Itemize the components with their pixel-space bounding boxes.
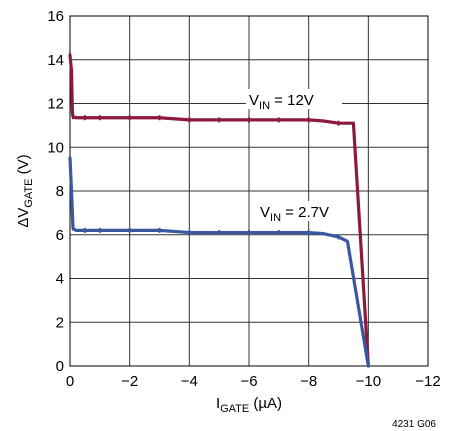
x-tick-label: −2 (121, 373, 138, 390)
series-label-vin-12v: VIN = 12V (246, 89, 342, 112)
x-axis-label: IGATE (µA) (216, 395, 282, 415)
x-tick-label: −4 (181, 373, 198, 390)
y-tick-label: 12 (47, 96, 64, 113)
y-tick-label: 6 (56, 227, 64, 244)
y-tick-label: 8 (56, 183, 64, 200)
y-tick-label: 2 (56, 314, 64, 331)
y-tick-label: 16 (47, 8, 64, 25)
svg-text:VIN = 12V: VIN = 12V (249, 92, 314, 112)
svg-text:VIN = 2.7V: VIN = 2.7V (260, 204, 329, 224)
x-tick-label: −12 (415, 373, 440, 390)
grid (69, 15, 429, 367)
series-label-vin-2-7v: VIN = 2.7V (258, 201, 354, 224)
y-axis-label: ΔVGATE (V) (15, 154, 35, 227)
figure-id: 4231 G06 (392, 419, 436, 430)
x-tick-label: 0 (66, 373, 74, 390)
series-group (68, 52, 370, 368)
y-tick-label: 0 (56, 358, 64, 375)
x-axis-ticks: 0 −2 −4 −6 −8 −10 −12 (66, 373, 441, 390)
y-tick-label: 14 (47, 52, 64, 69)
x-tick-label: −10 (356, 373, 381, 390)
y-axis-ticks: 0 2 4 6 8 10 12 14 16 (47, 8, 64, 375)
x-tick-label: −6 (240, 373, 257, 390)
series-line-1 (68, 156, 370, 368)
x-tick-label: −8 (300, 373, 317, 390)
y-tick-label: 10 (47, 139, 64, 156)
y-tick-label: 4 (56, 271, 64, 288)
